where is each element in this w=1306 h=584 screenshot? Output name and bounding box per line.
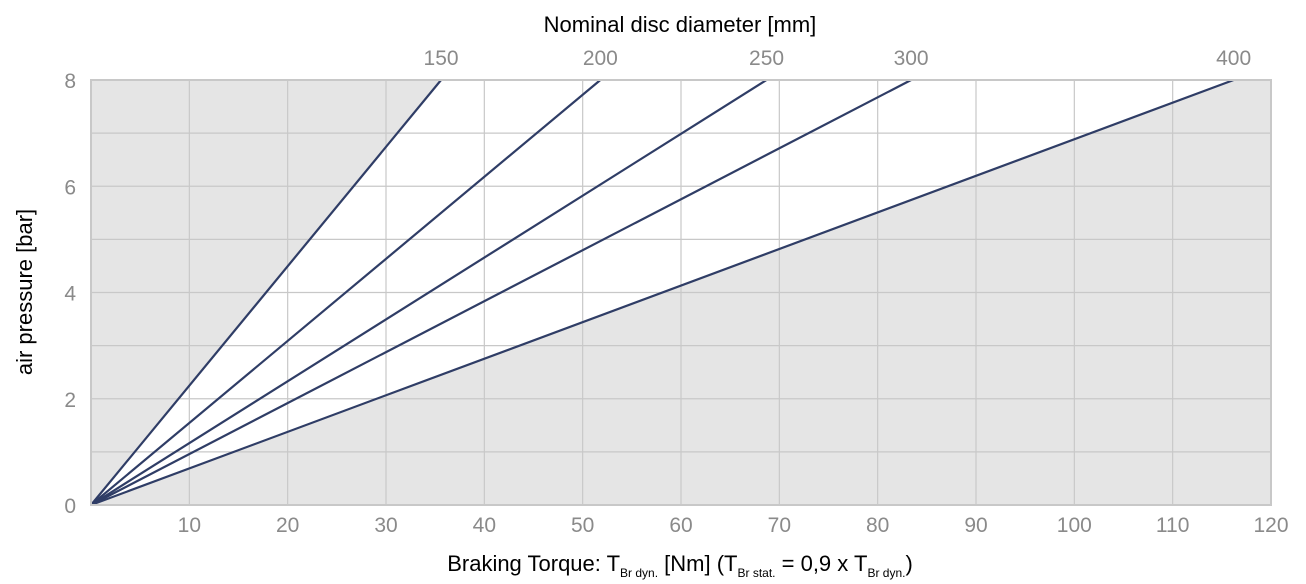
x-axis-label-mid1: [Nm] (T <box>658 551 737 576</box>
x-axis-label-sub3: Br dyn. <box>867 566 905 580</box>
y-tick-label: 6 <box>64 176 76 199</box>
y-tick-label: 0 <box>64 495 76 518</box>
series-line-150 <box>90 79 442 506</box>
series-lines <box>90 78 1235 507</box>
x-tick-label: 120 <box>1253 514 1288 537</box>
x-axis-label-end: ) <box>905 551 912 576</box>
y-tick-label: 4 <box>64 283 76 306</box>
x-axis-label-mid2: = 0,9 x T <box>776 551 868 576</box>
y-tick-labels: 0 2 4 6 8 <box>64 70 76 518</box>
x-tick-label: 110 <box>1156 514 1189 537</box>
x-axis-label-sub2: Br stat. <box>738 566 776 580</box>
series-line-300 <box>90 79 912 506</box>
x-tick-labels: 10 20 30 40 50 60 70 80 90 100 110 120 <box>178 514 1289 537</box>
x-axis-label: Braking Torque: TBr dyn. [Nm] (TBr stat.… <box>447 551 913 580</box>
diameter-label-250: 250 <box>749 47 784 70</box>
series-line-200 <box>90 79 602 506</box>
x-tick-label: 40 <box>473 514 496 537</box>
diameter-label-150: 150 <box>424 47 459 70</box>
diameter-label-200: 200 <box>583 47 618 70</box>
x-axis-label-sub1: Br dyn. <box>620 566 658 580</box>
x-tick-label: 90 <box>964 514 987 537</box>
x-tick-label: 70 <box>768 514 791 537</box>
series-line-400 <box>90 78 1235 507</box>
chart-title: Nominal disc diameter [mm] <box>544 12 817 37</box>
x-tick-label: 80 <box>866 514 889 537</box>
x-tick-label: 100 <box>1057 514 1092 537</box>
y-tick-label: 2 <box>64 389 76 412</box>
y-axis-label: air pressure [bar] <box>12 209 37 375</box>
x-tick-label: 50 <box>571 514 594 537</box>
series-line-250 <box>90 79 768 506</box>
plot-area <box>90 78 1272 507</box>
diameter-label-300: 300 <box>894 47 929 70</box>
diameter-labels: 150 200 250 300 400 <box>424 47 1252 70</box>
diameter-label-400: 400 <box>1216 47 1251 70</box>
x-tick-label: 30 <box>374 514 397 537</box>
plot-border <box>90 79 1272 506</box>
x-axis-label-main: Braking Torque: T <box>447 551 620 576</box>
x-tick-label: 10 <box>178 514 201 537</box>
y-tick-label: 8 <box>64 70 76 93</box>
x-tick-label: 60 <box>669 514 692 537</box>
x-tick-label: 20 <box>276 514 299 537</box>
